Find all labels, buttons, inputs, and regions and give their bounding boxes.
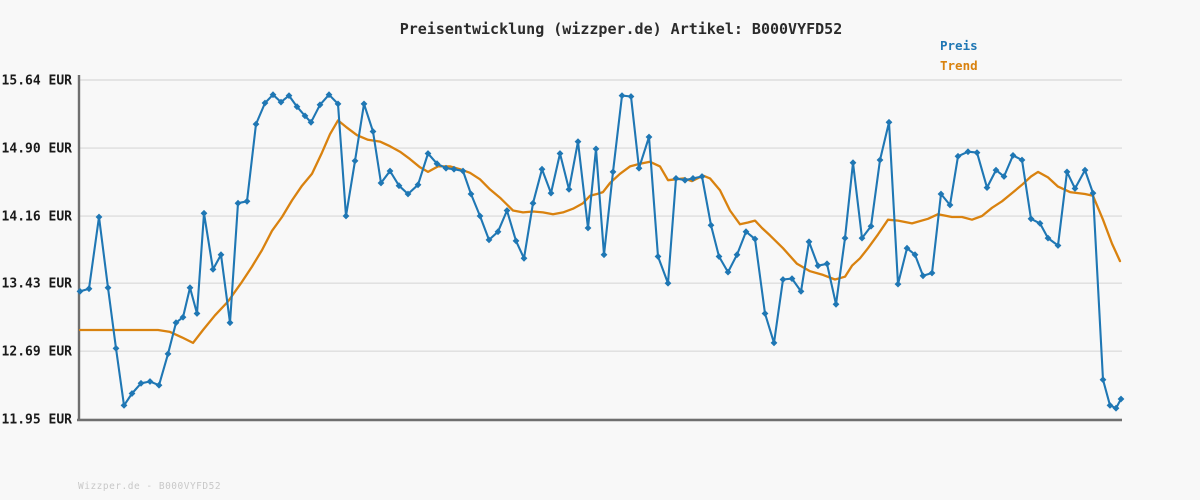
y-axis-tick-label: 12.69 EUR [2, 345, 73, 360]
watermark-text: Wizzper.de - B000VYFD52 [78, 481, 222, 492]
y-axis-tick-label: 15.64 EUR [2, 74, 73, 89]
y-axis-tick-label: 13.43 EUR [2, 277, 73, 292]
y-axis-tick-label: 11.95 EUR [2, 413, 73, 428]
y-axis-tick-label: 14.90 EUR [2, 142, 73, 157]
legend-item-preis: Preis [940, 38, 978, 53]
trend-line-series [78, 119, 1122, 345]
preis-line-series [78, 93, 1123, 410]
chart-title: Preisentwicklung (wizzper.de) Artikel: B… [399, 20, 843, 38]
legend-item-trend: Trend [940, 58, 978, 73]
chart-legend: Preis Trend [940, 39, 978, 72]
y-axis-tick-label: 14.16 EUR [2, 210, 73, 225]
